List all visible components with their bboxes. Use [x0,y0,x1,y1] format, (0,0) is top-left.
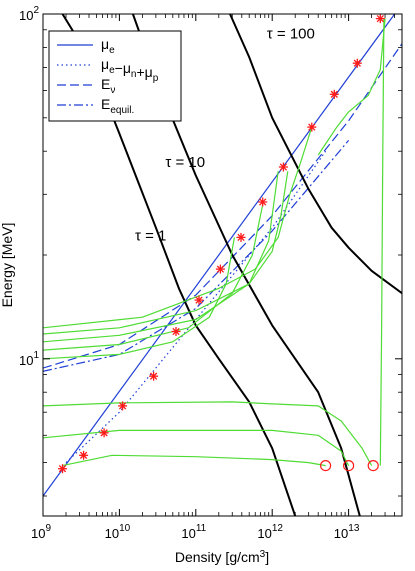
star-marker [171,327,181,336]
legend-label: Eequil. [101,96,134,116]
series-tau-100 [229,14,402,295]
series-cool-6 [43,171,279,343]
x-axis-label: Density [g/cm3] [175,549,269,565]
circle-marker [367,460,379,472]
tau-annotation: τ = 1 [135,228,166,245]
circle-marker [343,460,355,472]
star-marker [329,89,339,99]
star-marker [149,371,159,381]
series-cool-4 [43,237,235,360]
legend-label: μe [101,36,115,56]
y-tick-label: 102 [19,5,39,23]
y-axis-label: Energy [MeV] [0,223,15,308]
series-cool-10 [379,18,385,466]
series-cool-9 [317,18,386,156]
series-cool-3 [43,401,373,466]
circle-marker [320,460,332,472]
x-tick-label: 1011 [181,523,206,541]
star-marker [58,464,67,474]
legend-label: Eν [101,76,115,96]
star-marker [307,122,317,132]
legend-box [48,30,182,122]
star-marker [375,14,385,24]
star-marker [79,450,89,460]
star-marker [352,58,362,68]
star-marker [258,197,268,207]
series-mu-e [43,14,396,497]
x-tick-label: 109 [31,523,51,541]
x-tick-label: 1012 [257,523,283,541]
series-cool-8 [43,126,313,329]
tau-annotation: τ = 10 [165,154,205,171]
series-cool-2 [43,429,350,466]
tau-annotation: τ = 100 [267,25,315,42]
plot-frame [42,13,403,517]
x-tick-label: 1010 [105,523,131,541]
star-marker [215,264,225,274]
y-tick-label: 101 [19,350,39,368]
series-E-equil [43,140,350,372]
star-marker [236,232,246,242]
star-marker [118,401,128,411]
x-tick-label: 1013 [334,523,360,541]
legend-label: μe−μn+μp [101,56,159,84]
series-cool-5 [43,204,264,351]
star-marker [99,428,109,438]
star-marker [194,295,204,305]
star-marker [278,162,288,172]
series-cool-7 [43,171,289,335]
series-E-nu [43,43,402,369]
series-cool-1 [62,454,326,467]
